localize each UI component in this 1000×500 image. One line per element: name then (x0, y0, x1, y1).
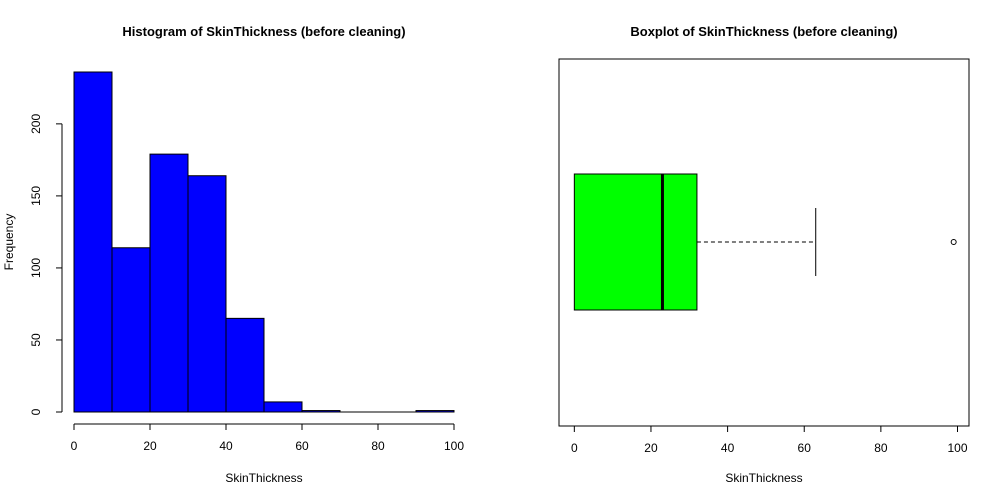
histogram-panel: Histogram of SkinThickness (before clean… (2, 24, 464, 485)
boxplot-outlier (950, 239, 957, 245)
boxplot-x-tick-label: 20 (644, 441, 658, 455)
histogram-bar (263, 401, 303, 413)
histogram-bars (73, 71, 455, 413)
histogram-x-tick-label: 20 (143, 439, 157, 453)
histogram-x-tick-label: 80 (371, 439, 385, 453)
histogram-bar (415, 410, 455, 413)
boxplot-title: Boxplot of SkinThickness (before cleanin… (630, 24, 897, 39)
boxplot-marks (573, 173, 957, 311)
histogram-x-tick-label: 0 (71, 439, 78, 453)
histogram-x-label: SkinThickness (225, 471, 302, 485)
histogram-y-axis: 0 50 100 150 200 (29, 114, 63, 415)
histogram-y-tick-label: 0 (29, 408, 43, 415)
histogram-x-axis: 0 20 40 60 80 100 (71, 423, 464, 453)
histogram-x-tick-label: 40 (219, 439, 233, 453)
boxplot-x-tick-label: 0 (571, 441, 578, 455)
boxplot-x-tick-label: 80 (874, 441, 888, 455)
boxplot-x-tick-label: 60 (798, 441, 812, 455)
histogram-bar (149, 153, 189, 413)
boxplot-box (573, 173, 698, 311)
histogram-bar (73, 71, 113, 413)
histogram-y-tick-label: 100 (29, 258, 43, 278)
histogram-title: Histogram of SkinThickness (before clean… (122, 24, 405, 39)
histogram-y-tick-label: 150 (29, 186, 43, 206)
histogram-y-label: Frequency (2, 214, 16, 271)
histogram-y-tick-label: 50 (29, 333, 43, 347)
histogram-x-tick-label: 60 (295, 439, 309, 453)
histogram-bar (225, 317, 265, 413)
histogram-bar (301, 410, 341, 413)
histogram-bar (111, 247, 151, 413)
histogram-x-tick-label: 100 (444, 439, 464, 453)
histogram-bar (187, 175, 227, 413)
boxplot-x-tick-label: 40 (721, 441, 735, 455)
boxplot-x-tick-label: 100 (947, 441, 967, 455)
boxplot-x-axis: 0 20 40 60 80 100 (571, 425, 968, 455)
boxplot-panel: Boxplot of SkinThickness (before cleanin… (558, 24, 970, 485)
histogram-y-tick-label: 200 (29, 114, 43, 134)
boxplot-x-label: SkinThickness (725, 471, 802, 485)
